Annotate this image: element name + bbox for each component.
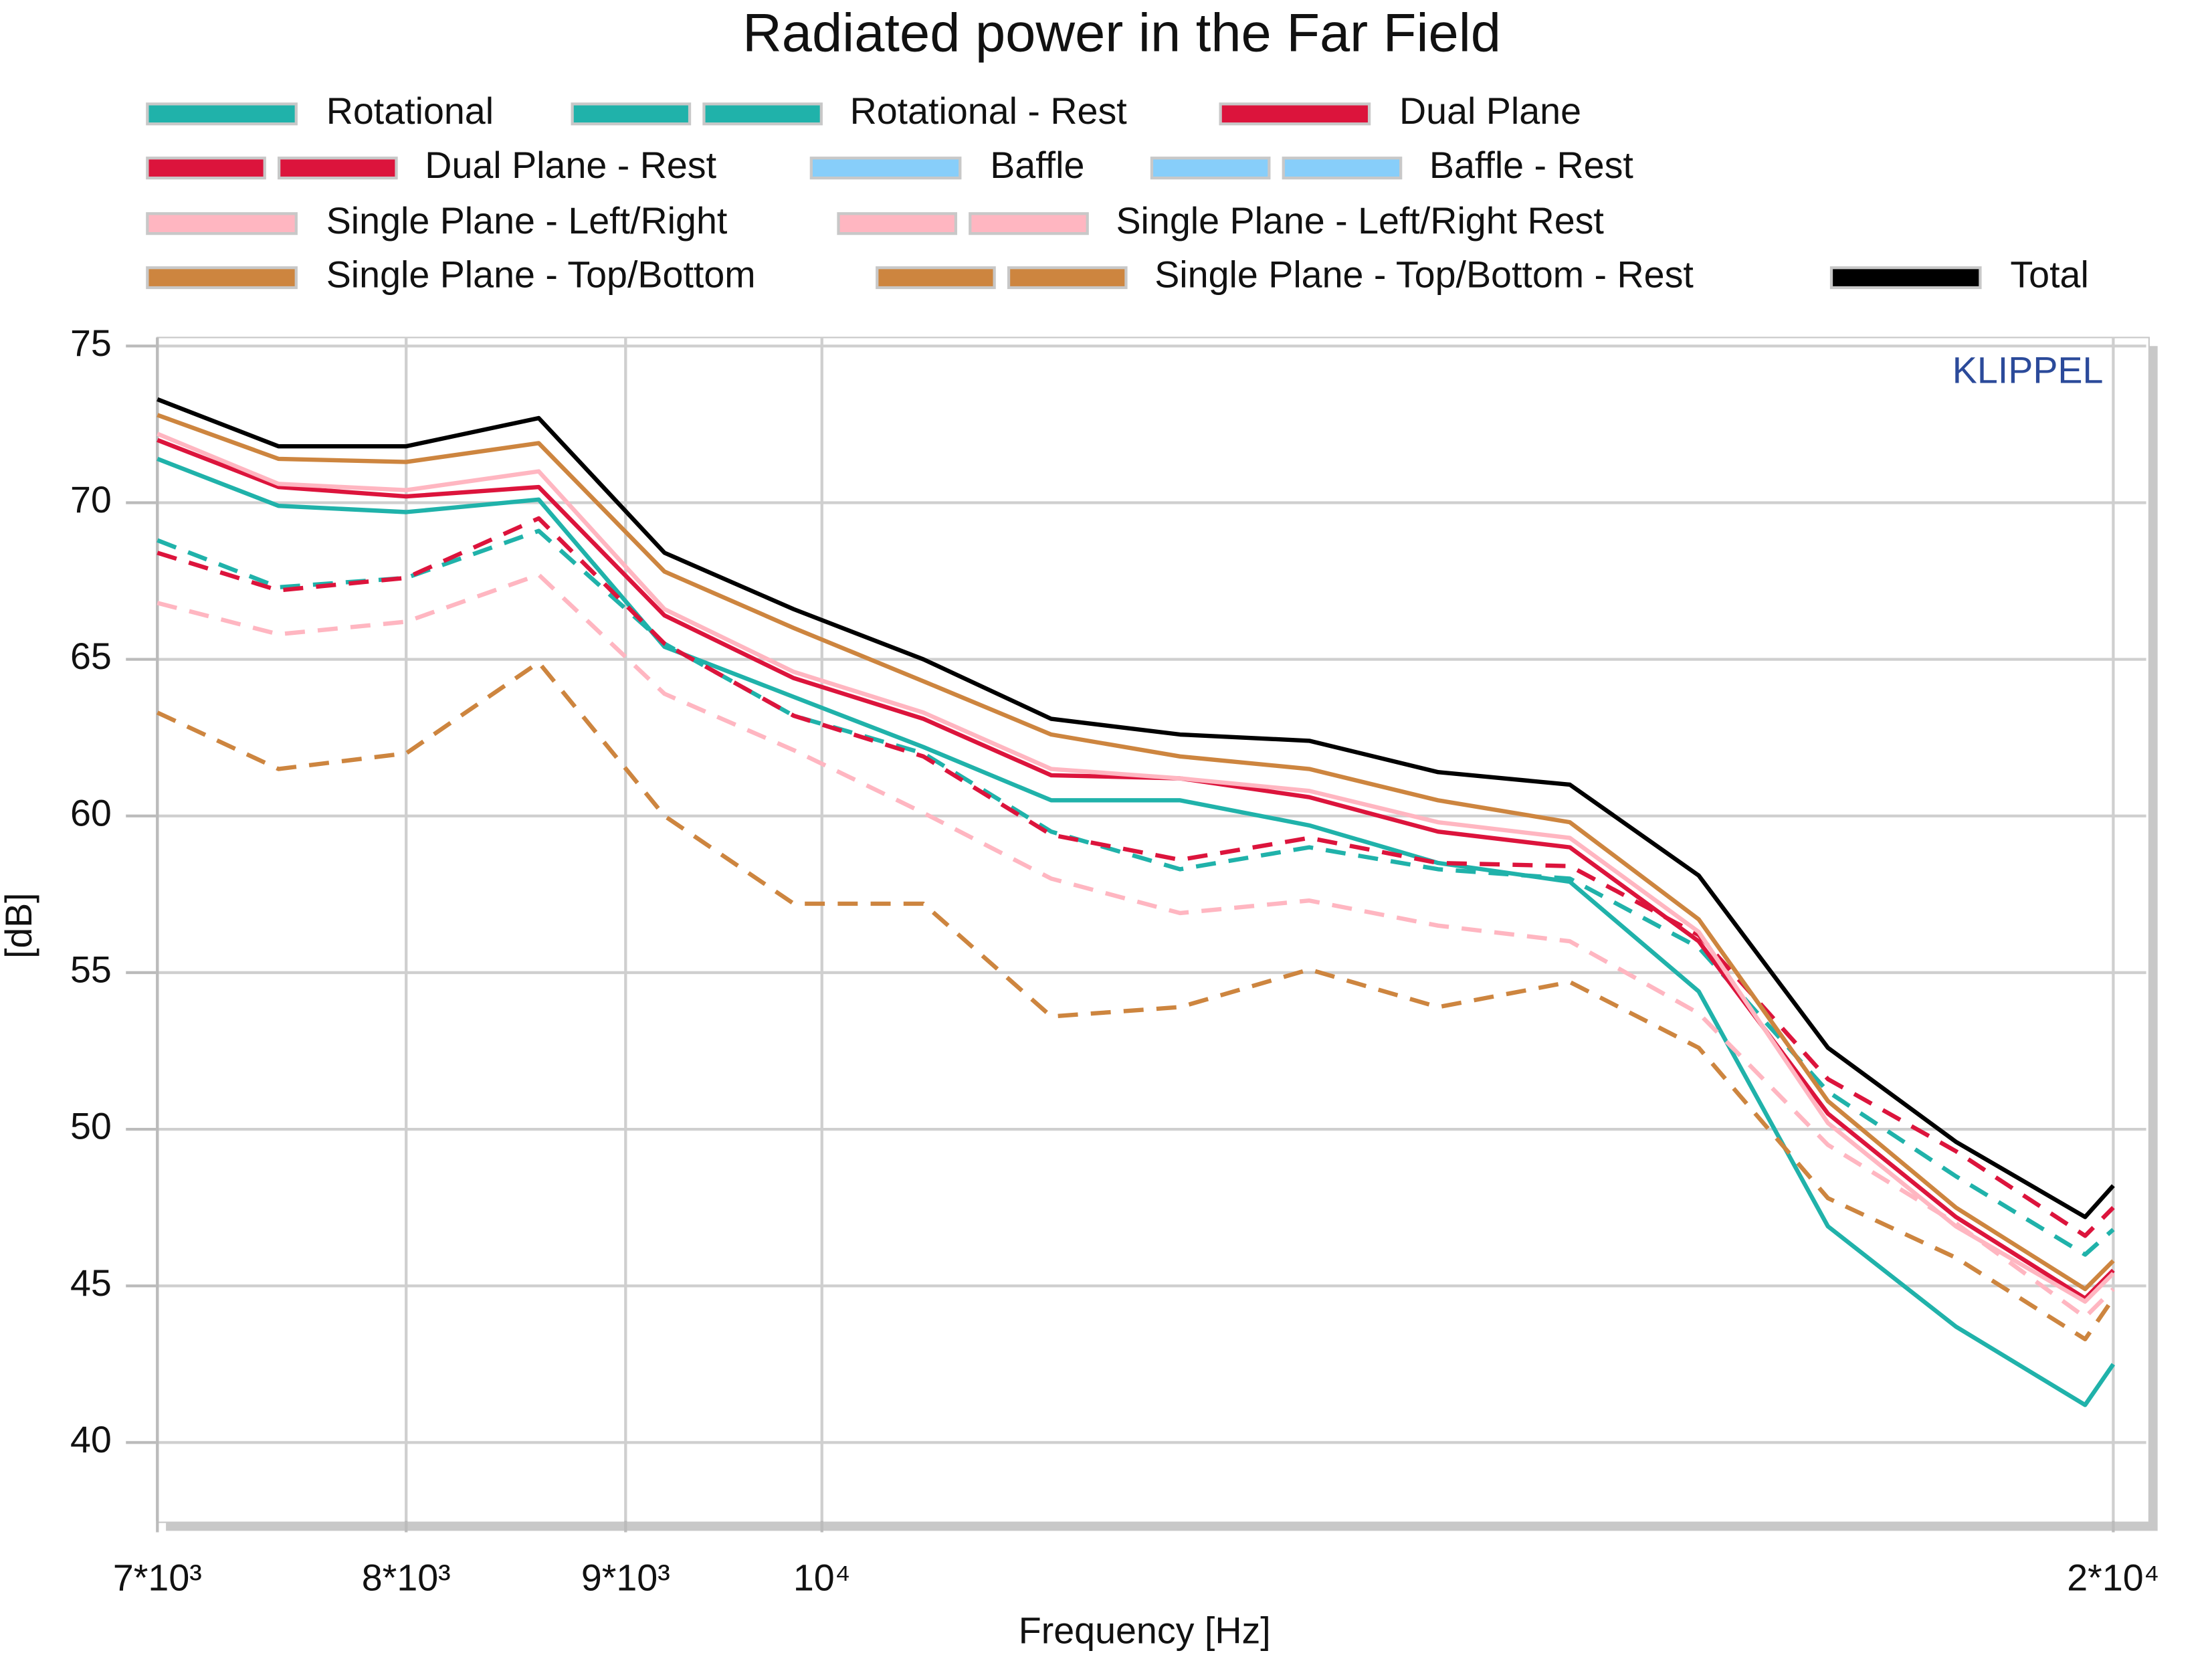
series-line xyxy=(157,528,2115,1257)
legend-swatch xyxy=(146,102,298,126)
legend-swatch xyxy=(1829,266,1982,290)
legend-swatch xyxy=(146,212,298,235)
x-axis-label: Frequency [Hz] xyxy=(1019,1609,1271,1651)
x-tick-label: 7*10³ xyxy=(113,1557,202,1599)
series-line xyxy=(156,660,2116,1342)
y-tick-label: 40 xyxy=(70,1419,112,1460)
plot-area xyxy=(157,336,2150,1523)
series-line xyxy=(157,572,2115,1320)
legend-swatch xyxy=(277,157,398,180)
legend-swatch xyxy=(876,266,996,290)
legend-swatch xyxy=(702,102,823,126)
legend-label: Single Plane - Left/Right Rest xyxy=(1116,200,1603,241)
annotation: KLIPPEL xyxy=(1952,349,2104,391)
series-line xyxy=(157,456,2116,1407)
legend-swatch xyxy=(146,157,266,180)
y-tick-label: 60 xyxy=(70,793,112,834)
legend-swatch xyxy=(571,102,692,126)
legend-swatch xyxy=(146,266,298,290)
legend-label: Baffle - Rest xyxy=(1429,144,1633,186)
legend-swatch xyxy=(1219,102,1371,126)
legend-label: Dual Plane - Rest xyxy=(425,144,716,186)
y-tick-label: 75 xyxy=(70,322,112,364)
x-tick-label: 9*10³ xyxy=(581,1557,670,1599)
y-axis-label: [dB] xyxy=(0,892,39,958)
y-tick-label: 50 xyxy=(70,1106,112,1147)
x-tick-label: 10⁴ xyxy=(793,1557,851,1599)
y-tick-label: 55 xyxy=(70,949,112,991)
legend-swatch xyxy=(809,157,962,180)
grid: 40 45 50 55 60 65 70 75 7*10³ 8*10³ 9*10³ 10⁴ 2*10⁴ xyxy=(70,322,2160,1598)
legend-label: Rotational - Rest xyxy=(850,90,1127,132)
legend-swatch xyxy=(1282,157,1403,180)
chart-title: Radiated power in the Far Field xyxy=(742,3,1501,64)
legend-label: Baffle xyxy=(990,144,1084,186)
legend-swatch xyxy=(1150,157,1271,180)
legend-label: Rotational xyxy=(326,90,494,132)
legend-label: Dual Plane xyxy=(1399,90,1581,132)
y-tick-label: 70 xyxy=(70,479,112,520)
series-line xyxy=(157,516,2115,1238)
legend-swatch xyxy=(969,212,1089,235)
legend-label: Total xyxy=(2010,254,2088,296)
y-tick-label: 45 xyxy=(70,1262,112,1304)
series-line xyxy=(157,413,2115,1292)
lines xyxy=(156,397,2116,1407)
legend-label: Single Plane - Top/Bottom - Rest xyxy=(1154,254,1694,296)
series-line xyxy=(157,397,2115,1219)
series-line xyxy=(157,431,2115,1304)
x-tick-label: 8*10³ xyxy=(362,1557,451,1599)
x-tick-label: 2*10⁴ xyxy=(2067,1557,2159,1599)
legend: Rotational Rotational - Rest Dual Plane Dua… xyxy=(146,90,2089,296)
legend-label: Single Plane - Top/Bottom xyxy=(326,254,756,296)
y-tick-label: 65 xyxy=(70,636,112,677)
legend-label: Single Plane - Left/Right xyxy=(326,200,728,241)
legend-swatch xyxy=(1007,266,1128,290)
legend-swatch xyxy=(837,212,958,235)
